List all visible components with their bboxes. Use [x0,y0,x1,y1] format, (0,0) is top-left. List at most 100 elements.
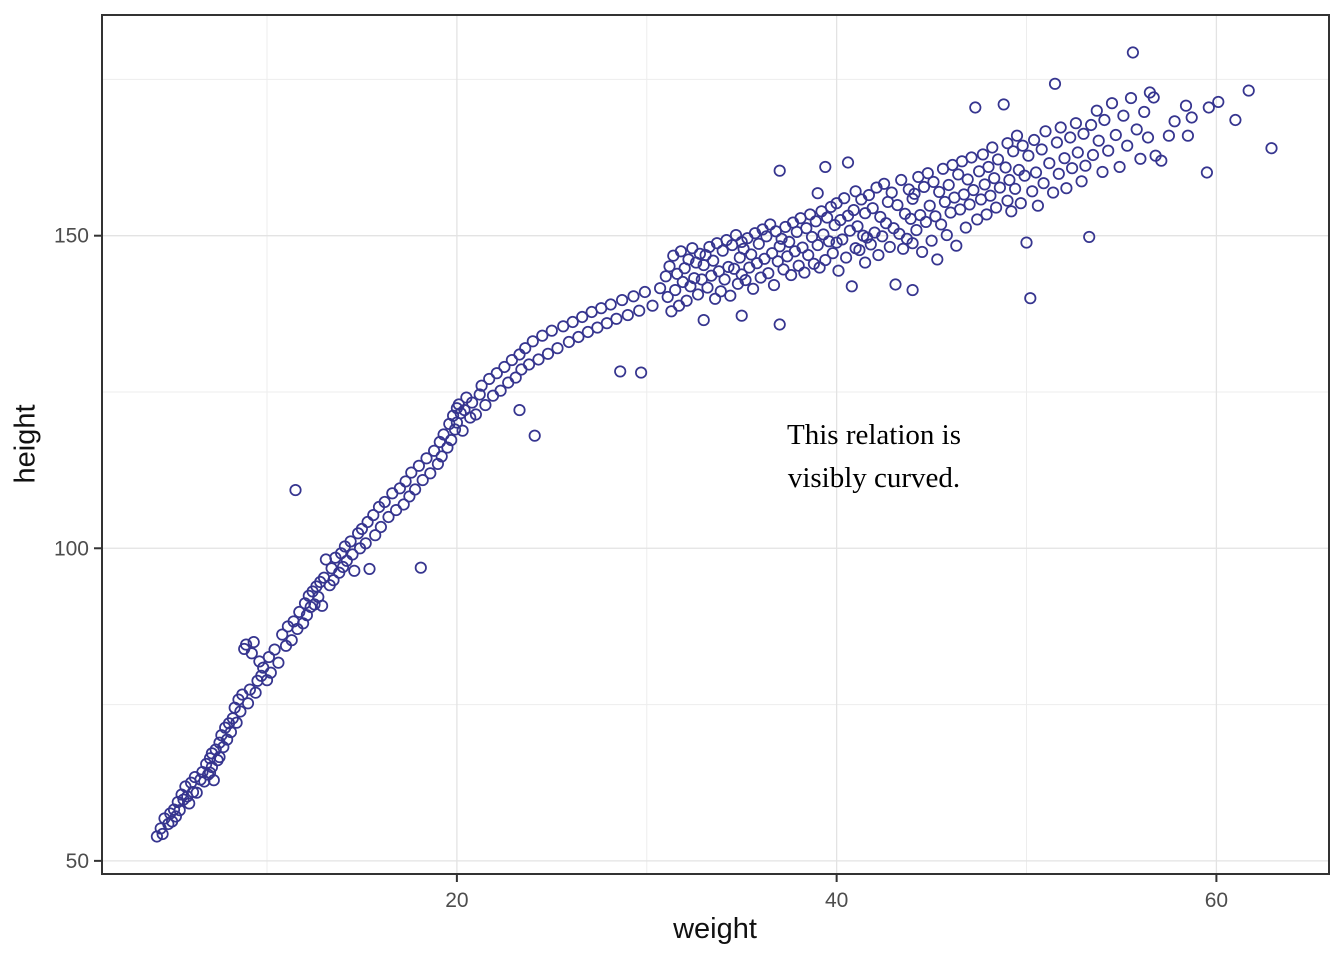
data-point [752,237,765,250]
data-point [207,774,220,787]
data-point [1047,186,1060,199]
data-point [847,204,860,217]
data-point [359,537,372,550]
data-point [1016,139,1029,152]
data-point [241,697,255,710]
data-point [614,365,627,378]
data-point [382,510,395,524]
data-point [1138,105,1151,118]
data-point [923,199,936,212]
data-point [572,330,585,344]
data-point [276,628,289,641]
data-point [921,167,934,180]
data-point [234,705,247,718]
data-point [1048,77,1062,90]
data-point [1020,236,1033,249]
plot-annotation: This relation is visibly curved. [787,414,961,500]
data-point [272,656,285,669]
data-point [716,244,729,257]
data-point [1105,97,1119,110]
panel-background [102,15,1329,874]
data-point [1003,173,1016,187]
data-point [971,213,984,226]
data-point [773,318,786,331]
data-point [821,211,834,224]
data-point [775,232,788,245]
data-point [437,428,450,441]
data-point [268,643,281,656]
data-point [1134,152,1147,165]
data-point [773,240,786,253]
data-point [813,261,826,274]
data-point [416,474,429,487]
data-point [412,459,425,472]
data-point [316,599,329,612]
data-point [745,248,758,261]
data-point [367,509,380,522]
data-point [249,686,262,699]
data-point [1052,167,1065,180]
data-point [993,181,1006,194]
data-point [669,284,682,297]
data-point [600,317,613,330]
data-point [693,247,706,260]
data-point [224,726,237,739]
data-point [997,98,1010,111]
data-point [483,372,496,385]
data-point [551,342,564,355]
data-point [183,797,196,810]
data-point [473,388,486,401]
data-point [728,262,741,275]
data-point [819,160,832,173]
data-point [709,292,722,305]
data-point [633,304,646,317]
data-point [680,294,693,307]
data-point [889,278,902,291]
annotation-line-2: visibly curved. [787,462,961,494]
data-point [424,467,437,480]
data-point [1069,117,1082,130]
data-point [762,267,775,280]
data-point [399,475,412,488]
data-point [980,208,993,221]
data-point [891,199,904,212]
data-point [916,245,929,258]
data-point [1060,182,1073,195]
data-point [1229,113,1242,127]
data-point [1181,129,1194,142]
data-point [876,230,889,243]
data-point [1242,84,1255,97]
data-point [665,305,678,318]
data-point [1001,194,1014,207]
data-point [965,151,978,164]
data-point [1117,109,1130,122]
data-point [490,367,503,380]
data-point [959,221,972,234]
data-point [1202,101,1215,114]
data-point [671,267,684,280]
x-tick-label: 40 [825,889,848,912]
data-point [173,804,186,817]
data-point [1005,205,1018,218]
data-point [991,153,1005,166]
data-point [1126,46,1139,59]
data-point [663,260,676,273]
y-tick-label: 50 [66,850,89,873]
data-point [712,265,725,278]
data-point [1113,160,1126,173]
data-point [707,254,720,267]
data-point [872,249,885,262]
data-point [1155,154,1168,167]
data-point [1071,146,1084,159]
data-point [1010,129,1024,142]
data-point [811,187,824,200]
data-point [674,245,687,258]
data-point [1168,115,1181,128]
data-point [771,255,784,268]
data-point [428,444,441,457]
data-point [566,315,579,329]
data-point [498,360,511,374]
data-point [809,215,822,228]
data-point [1086,148,1100,162]
